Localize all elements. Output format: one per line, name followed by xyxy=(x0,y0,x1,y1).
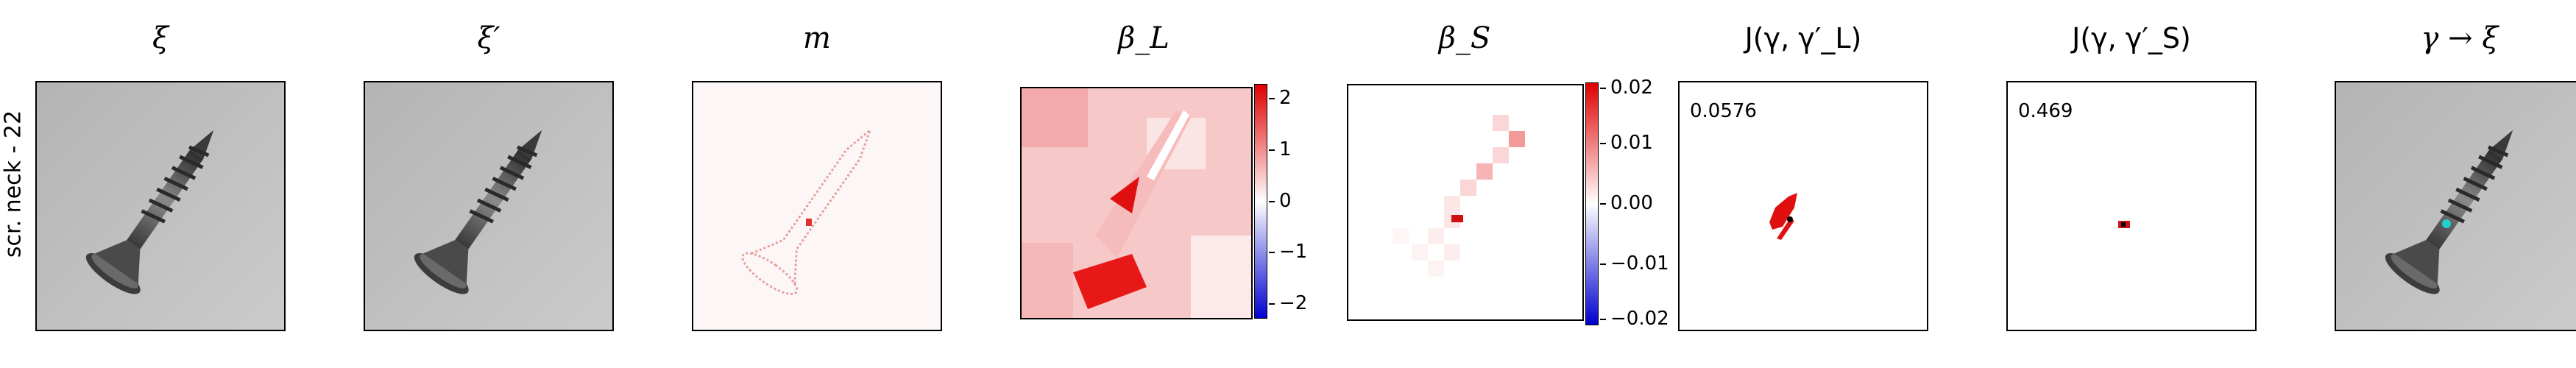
panel-title: γ → ξ xyxy=(2421,21,2499,55)
panel-mask: m xyxy=(692,15,942,339)
j-large-map: 0.0576 xyxy=(1678,81,1928,331)
colorbar-ticks: 0.02 0.01 0.00 −0.01 −0.02 xyxy=(1600,76,1669,330)
panel-beta-l: β_L 2 1 0 −1 −2 xyxy=(1020,15,1329,339)
counterfactual-image xyxy=(364,81,614,331)
panel-title: ξ xyxy=(152,21,169,55)
panel-title: m xyxy=(803,21,831,55)
colorbar-ticks: 2 1 0 −1 −2 xyxy=(1268,87,1308,314)
panel-xi: ξ xyxy=(35,15,286,339)
panel-title: ξ′ xyxy=(477,21,500,55)
panel-j-small: J(γ, γ′_S) 0.469 xyxy=(2006,15,2257,339)
overlay-image xyxy=(2335,81,2576,331)
highlight-point xyxy=(2442,219,2451,228)
panel-title: β_L xyxy=(1118,21,1170,55)
j-small-map: 0.469 xyxy=(2006,81,2257,331)
panel-beta-s: β_S 0.02 0.01 0.00 −0.01 −0.02 xyxy=(1347,15,1685,339)
colorbar xyxy=(1254,84,1267,319)
beta-s-map xyxy=(1347,84,1584,321)
panel-title: β_S xyxy=(1438,21,1491,55)
screw-image xyxy=(35,81,286,331)
mask-map xyxy=(692,81,942,331)
panel-title: J(γ, γ′_L) xyxy=(1744,22,1862,54)
colorbar xyxy=(1585,82,1599,325)
panel-gamma-to-xi: γ → ξ xyxy=(2335,15,2576,339)
j-value: 0.0576 xyxy=(1690,100,1757,122)
panel-title: J(γ, γ′_S) xyxy=(2072,22,2191,54)
panel-j-large: J(γ, γ′_L) 0.0576 xyxy=(1678,15,1928,339)
beta-l-map xyxy=(1020,87,1253,319)
j-value: 0.469 xyxy=(2018,100,2073,122)
panel-xi-prime: ξ′ xyxy=(364,15,614,339)
